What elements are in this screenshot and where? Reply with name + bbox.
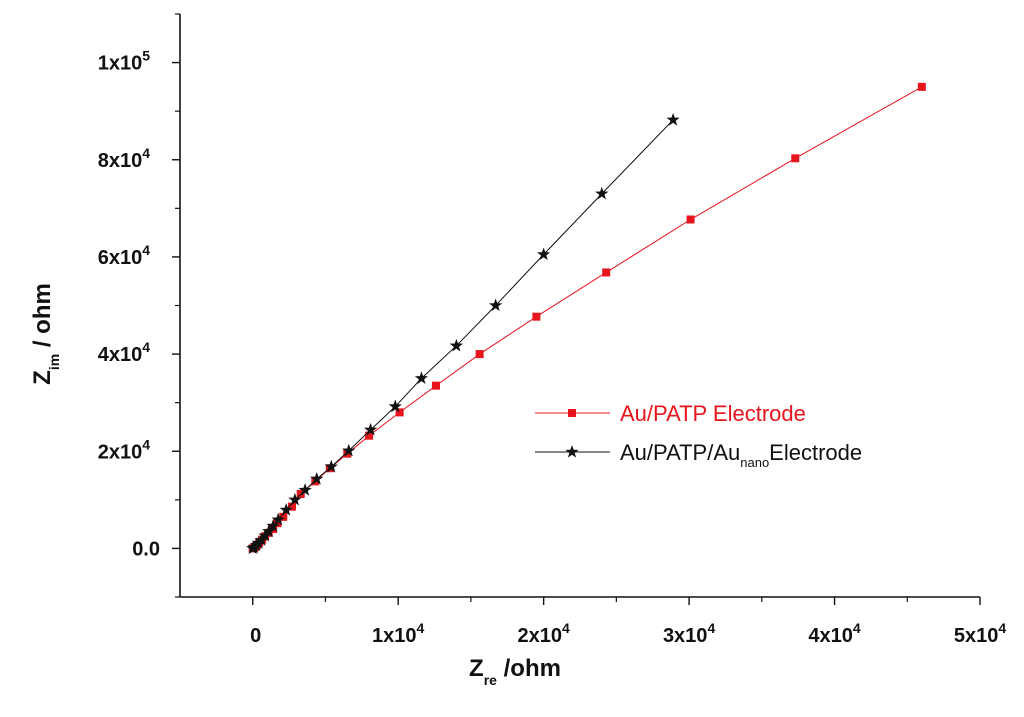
- data-point-square: [602, 268, 611, 277]
- data-point-star: [363, 422, 378, 436]
- data-point-star: [449, 338, 464, 352]
- x-tick-label: 2x104: [517, 620, 570, 647]
- y-tick-label: 0.0: [132, 538, 160, 560]
- data-point-star: [342, 443, 356, 457]
- data-point-star: [266, 519, 280, 532]
- data-point-square: [279, 512, 288, 521]
- series-1: [248, 82, 926, 553]
- data-point-star: [262, 524, 276, 538]
- data-point-square: [395, 408, 404, 417]
- y-tick-label: 4x104: [98, 339, 151, 366]
- data-point-star: [666, 112, 680, 126]
- data-point-star: [488, 298, 503, 312]
- data-point-square: [269, 524, 278, 533]
- data-point-square: [791, 154, 800, 163]
- x-tick-label: 4x104: [808, 620, 861, 647]
- legend-label: Au/PATP/AunanoElectrode: [620, 440, 862, 470]
- legend: Au/PATP Electrode Au/PATP/AunanoElectrode: [535, 401, 862, 470]
- data-point-star: [298, 483, 312, 496]
- data-point-star: [271, 512, 285, 526]
- series-2: [246, 112, 680, 555]
- data-point-star: [310, 471, 324, 485]
- legend-marker: [565, 445, 579, 458]
- data-point-square: [532, 312, 541, 321]
- legend-item-2: Au/PATP/AunanoElectrode: [535, 440, 862, 470]
- x-tick-label: 3x104: [663, 620, 716, 647]
- x-tick-label: 1x104: [372, 620, 425, 647]
- data-point-star: [595, 186, 609, 200]
- data-point-star: [279, 503, 293, 516]
- data-point-square: [432, 381, 440, 390]
- data-series: [246, 82, 926, 555]
- data-point-star: [388, 399, 402, 413]
- x-axis-title: Zre /ohm: [469, 655, 561, 688]
- axes: 0 1x104 2x104 3x104 4x104 5x104 0.0 2x104 4x104 6…: [98, 13, 1007, 647]
- data-point-square: [273, 519, 282, 528]
- x-tick-label: 0: [250, 625, 261, 647]
- data-point-star: [254, 533, 269, 546]
- data-point-square: [475, 350, 484, 359]
- x-tick-label: 5x104: [954, 620, 1007, 647]
- legend-label: Au/PATP Electrode: [620, 401, 806, 426]
- data-point-star: [258, 528, 272, 542]
- y-tick-label: 6x104: [98, 242, 151, 269]
- data-point-square: [365, 431, 374, 440]
- y-axis-title: Zim / ohm: [29, 283, 62, 385]
- legend-item-1: Au/PATP Electrode: [535, 401, 806, 426]
- data-point-square: [288, 502, 296, 511]
- legend-marker: [568, 409, 576, 417]
- y-tick-label: 1x105: [98, 48, 151, 75]
- data-point-star: [324, 459, 338, 473]
- data-point-square: [917, 82, 926, 91]
- data-point-star: [288, 492, 302, 506]
- data-point-square: [686, 215, 695, 224]
- y-tick-label: 2x104: [98, 436, 151, 463]
- data-point-star: [414, 371, 429, 385]
- y-tick-label: 8x104: [98, 145, 151, 172]
- data-point-star: [536, 247, 551, 261]
- series-line: [252, 86, 923, 549]
